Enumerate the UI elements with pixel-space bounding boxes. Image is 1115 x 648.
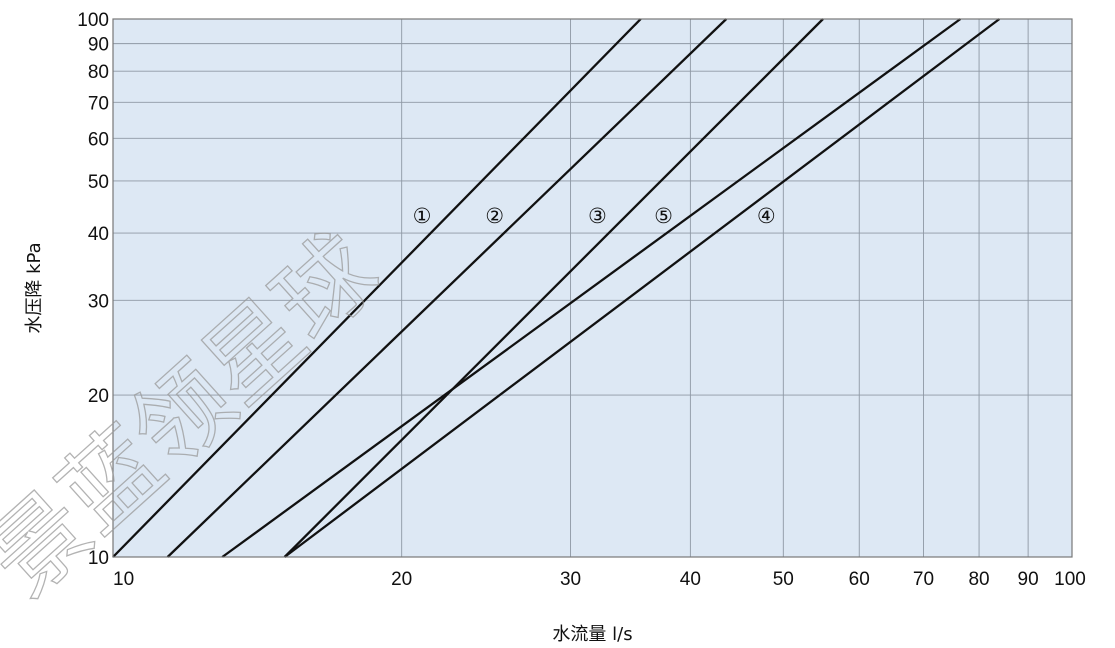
series-layer (112, 18, 1001, 558)
series-line-2 (166, 18, 728, 558)
series-line-3 (283, 18, 824, 558)
x-tick-label: 90 (1018, 569, 1039, 590)
x-tick-label: 40 (680, 569, 701, 590)
y-tick-label: 20 (88, 386, 109, 407)
y-tick-label: 100 (77, 10, 109, 31)
series-line-5 (283, 18, 1001, 558)
y-tick-label: 80 (88, 62, 109, 83)
curve-labels: ① ② ③ ⑤ ④ (413, 204, 776, 228)
y-tick-label: 10 (88, 548, 109, 569)
y-tick-label: 90 (88, 35, 109, 56)
x-axis-ticks: 10 20 30 40 50 60 70 80 90 100 (113, 569, 1086, 590)
x-tick-label: 10 (113, 569, 134, 590)
curve-label: ② (485, 204, 504, 228)
curve-label: ③ (588, 204, 607, 228)
x-tick-label: 30 (560, 569, 581, 590)
x-tick-label: 60 (849, 569, 870, 590)
x-axis-label: 水流量 l/s (552, 624, 632, 645)
curve-label: ⑤ (654, 204, 673, 228)
curve-label: ④ (757, 204, 776, 228)
y-axis-ticks: 10 20 30 40 50 60 70 80 90 100 (77, 10, 109, 569)
y-tick-label: 50 (88, 172, 109, 193)
y-axis-label: 水压降 kPa (24, 242, 45, 333)
y-tick-label: 70 (88, 93, 109, 114)
x-tick-label: 70 (913, 569, 934, 590)
y-tick-label: 40 (88, 224, 109, 245)
series-line-1 (112, 18, 642, 558)
y-tick-label: 60 (88, 129, 109, 150)
y-tick-label: 30 (88, 291, 109, 312)
series-line-4 (221, 18, 962, 558)
x-tick-label: 80 (968, 569, 989, 590)
x-tick-label: 20 (391, 569, 412, 590)
curve-label: ① (413, 204, 432, 228)
plot-frame (112, 18, 1073, 558)
x-tick-label: 50 (773, 569, 794, 590)
x-tick-label: 100 (1054, 569, 1086, 590)
